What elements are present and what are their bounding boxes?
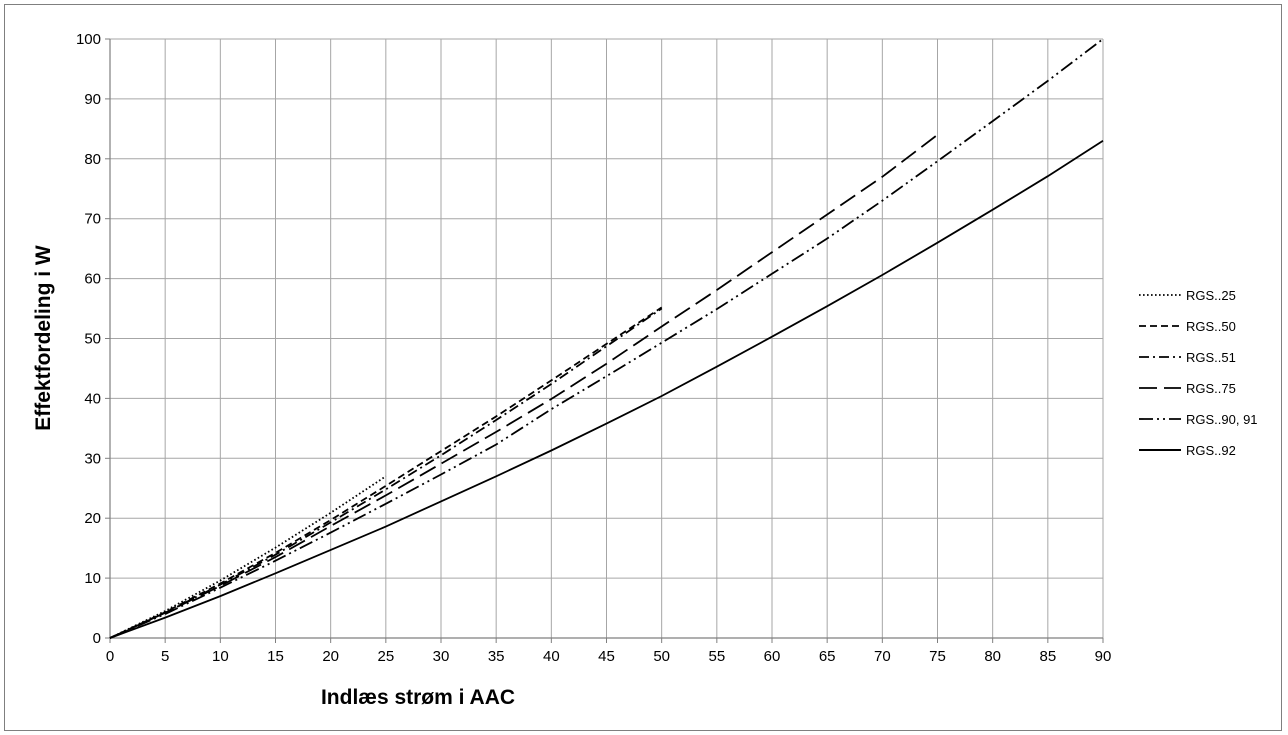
legend-label: RGS..25: [1186, 288, 1236, 303]
series-line-rgs-90-91: [109, 38, 1104, 639]
legend-label: RGS..75: [1186, 381, 1236, 396]
legend-label: RGS..90, 91: [1186, 412, 1258, 427]
x-axis-title: Indlæs strøm i AAC: [321, 686, 515, 709]
series-lines: [109, 38, 1104, 639]
x-tick-label: 50: [653, 648, 670, 665]
x-tick-label: 75: [929, 648, 946, 665]
legend-label: RGS..51: [1186, 350, 1236, 365]
x-tick-label: 15: [267, 648, 284, 665]
x-tick-label: 10: [212, 648, 229, 665]
x-tick-label: 80: [984, 648, 1001, 665]
x-tick-label: 25: [377, 648, 394, 665]
y-axis-title: Effektfordeling i W: [32, 245, 55, 431]
x-tick-label: 5: [161, 648, 169, 665]
y-tick-label: 50: [84, 331, 101, 348]
y-tick-label: 10: [84, 570, 101, 587]
y-tick-label: 70: [84, 211, 101, 228]
y-tick-label: 80: [84, 151, 101, 168]
y-tick-label: 60: [84, 271, 101, 288]
x-tick-label: 40: [543, 648, 560, 665]
y-tick-label: 30: [84, 450, 101, 467]
chart-frame: [4, 4, 1282, 731]
legend-label: RGS..92: [1186, 443, 1236, 458]
x-tick-label: 45: [598, 648, 615, 665]
series-line-rgs-75: [109, 134, 939, 639]
x-tick-label: 55: [708, 648, 725, 665]
y-tick-label: 20: [84, 510, 101, 527]
series-line-rgs-92: [109, 140, 1104, 639]
x-tick-label: 35: [488, 648, 505, 665]
x-tick-label: 0: [106, 648, 114, 665]
legend-label: RGS..50: [1186, 319, 1236, 334]
y-tick-label: 90: [84, 91, 101, 108]
x-tick-label: 85: [1039, 648, 1056, 665]
x-tick-label: 60: [764, 648, 781, 665]
y-tick-label: 40: [84, 390, 101, 407]
legend: RGS..25 RGS..50 RGS..51 RGS..75 RGS..90, 91 R…: [1139, 288, 1258, 458]
x-tick-label: 65: [819, 648, 836, 665]
tick-labels: 0 5 10 15 20 25 30 35 40 45 50 55 60 65 70 75 80 85 90 0 10 2…: [76, 31, 1111, 665]
y-tick-label: 100: [76, 31, 101, 48]
y-tick-label: 0: [93, 630, 101, 647]
x-tick-label: 30: [433, 648, 450, 665]
gridlines: [105, 38, 1104, 643]
series-line-rgs-25: [109, 475, 387, 639]
x-tick-label: 20: [322, 648, 339, 665]
x-tick-label: 90: [1095, 648, 1112, 665]
x-tick-label: 70: [874, 648, 891, 665]
